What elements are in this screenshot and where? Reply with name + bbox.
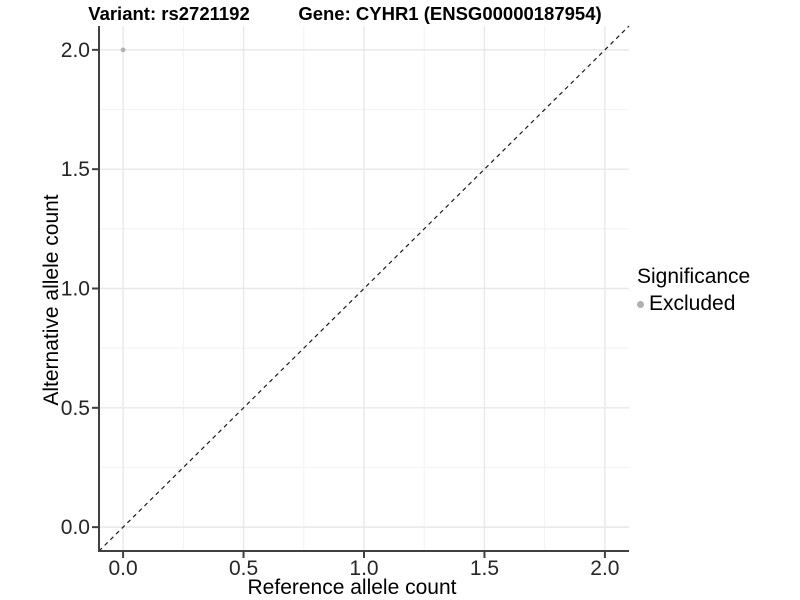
x-axis-title: Reference allele count bbox=[247, 576, 457, 599]
y-tick-label: 0.5 bbox=[61, 397, 90, 420]
legend-title: Significance bbox=[637, 265, 751, 288]
x-tick-label: 1.0 bbox=[349, 557, 378, 580]
plot-title-gene: Gene: CYHR1 (ENSG00000187954) bbox=[298, 3, 602, 24]
legend-key-dot-icon bbox=[637, 300, 644, 308]
legend: Significance Excluded bbox=[637, 264, 750, 316]
y-axis-title: Alternative allele count bbox=[40, 194, 63, 406]
x-tick-label: 0.0 bbox=[108, 557, 137, 580]
legend-entry-excluded: Excluded bbox=[637, 292, 750, 316]
x-tick-label: 1.5 bbox=[470, 557, 499, 580]
y-tick-label: 0.0 bbox=[61, 516, 90, 539]
y-tick-label: 2.0 bbox=[61, 39, 90, 62]
legend-entry-label: Excluded bbox=[649, 292, 736, 315]
y-tick-label: 1.0 bbox=[61, 278, 90, 301]
x-tick-label: 2.0 bbox=[590, 557, 619, 580]
plot-title-variant: Variant: rs2721192 bbox=[88, 3, 250, 24]
data-point bbox=[120, 47, 126, 53]
y-tick-label: 1.5 bbox=[61, 158, 90, 181]
x-tick-label: 0.5 bbox=[229, 557, 258, 580]
